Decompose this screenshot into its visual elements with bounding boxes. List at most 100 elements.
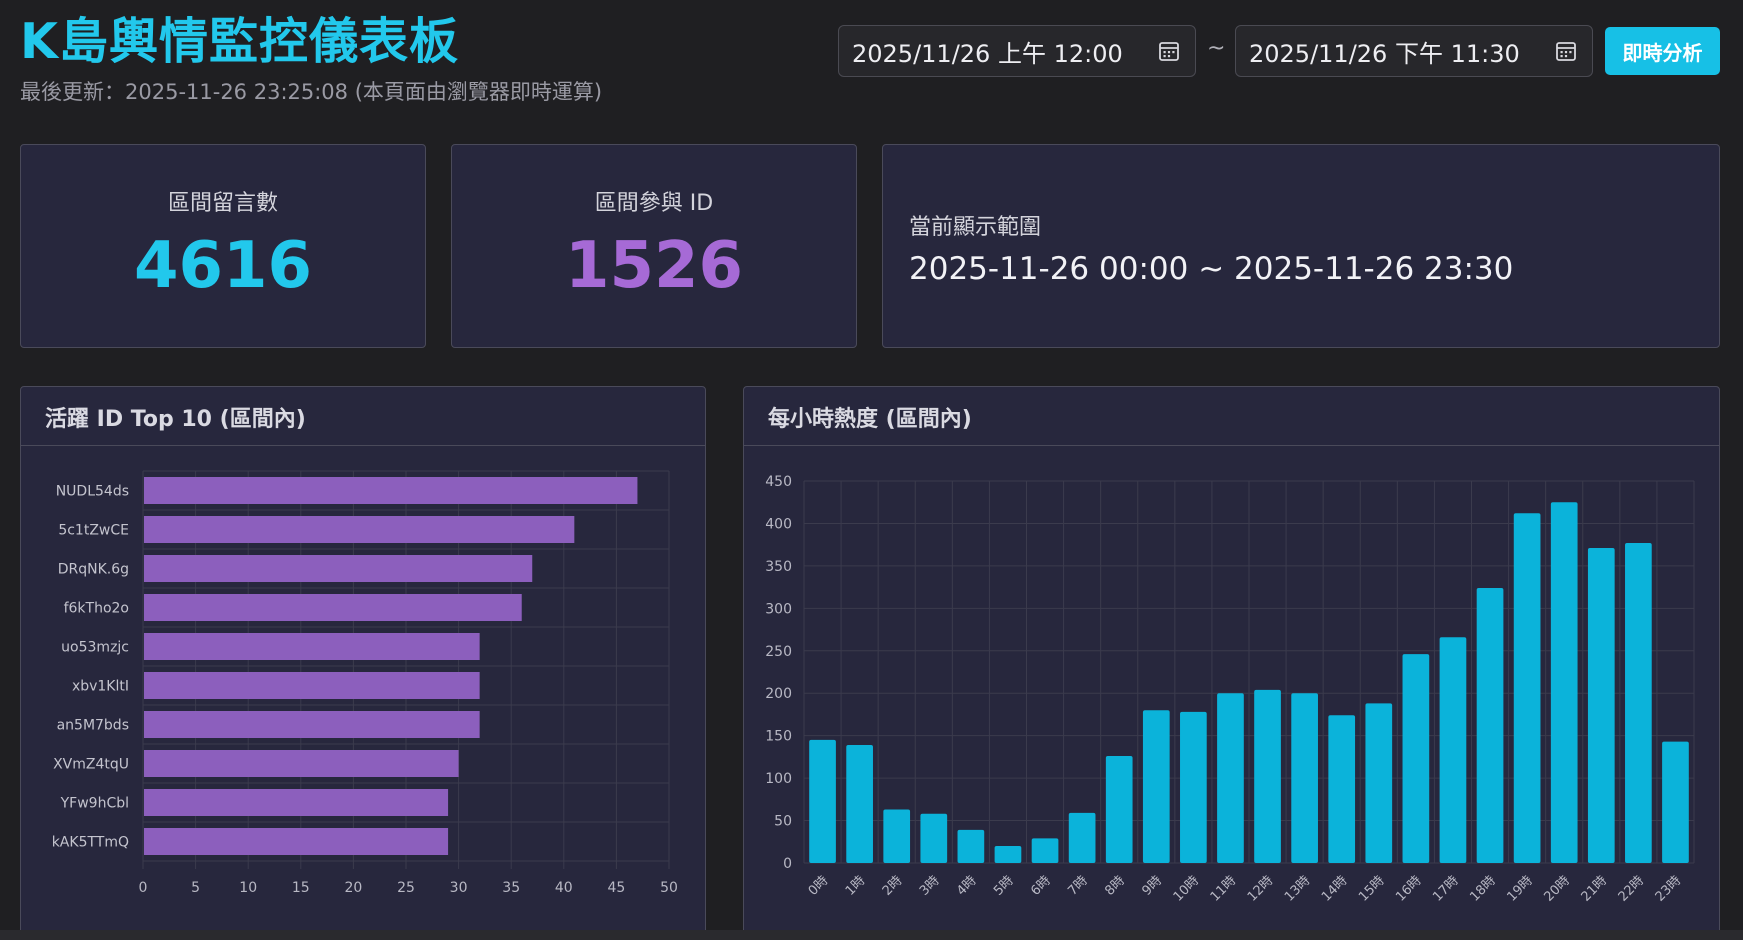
bar-hour-18[interactable] bbox=[1476, 587, 1504, 863]
x-tick-label: 14時 bbox=[1319, 873, 1350, 904]
analyze-button[interactable]: 即時分析 bbox=[1605, 27, 1720, 75]
y-tick-label: 350 bbox=[765, 559, 792, 575]
start-datetime-value: 2025/11/26 上午 12:00 bbox=[852, 39, 1123, 68]
page-title: K島輿情監控儀表板 bbox=[20, 13, 459, 70]
x-tick-label: 5時 bbox=[991, 873, 1017, 899]
bar-hour-13[interactable] bbox=[1291, 693, 1318, 863]
end-datetime-input[interactable]: 2025/11/26 下午 11:30 bbox=[1235, 25, 1593, 77]
y-tick-label: xbv1KltI bbox=[72, 679, 129, 695]
x-tick-label: 17時 bbox=[1430, 873, 1461, 904]
x-tick-label: 18時 bbox=[1467, 873, 1498, 904]
bar-hour-2[interactable] bbox=[883, 809, 911, 863]
display-range-value: 2025-11-26 00:00 ~ 2025-11-26 23:30 bbox=[909, 251, 1514, 287]
x-tick-label: 13時 bbox=[1282, 873, 1313, 904]
x-tick-label: 21時 bbox=[1579, 873, 1610, 904]
start-datetime-input[interactable]: 2025/11/26 上午 12:00 bbox=[838, 25, 1196, 77]
bottom-scrollbar[interactable] bbox=[0, 930, 1743, 940]
x-tick-label: 3時 bbox=[917, 873, 943, 899]
bar-hour-16[interactable] bbox=[1402, 654, 1430, 863]
x-tick-label: 1時 bbox=[843, 873, 869, 899]
y-tick-label: YFw9hCbl bbox=[60, 796, 129, 812]
y-tick-label: 50 bbox=[774, 814, 792, 830]
bar-YFw9hCbl[interactable] bbox=[144, 789, 449, 816]
y-tick-label: 250 bbox=[765, 644, 792, 660]
bar-uo53mzjc[interactable] bbox=[144, 633, 480, 660]
calendar-icon[interactable] bbox=[1157, 39, 1181, 63]
display-range-card: 當前顯示範圍 2025-11-26 00:00 ~ 2025-11-26 23:… bbox=[882, 144, 1720, 348]
x-tick-label: 10時 bbox=[1171, 873, 1202, 904]
bar-hour-0[interactable] bbox=[809, 739, 836, 863]
x-tick-label: 0時 bbox=[806, 873, 832, 899]
comments-count-value: 4616 bbox=[133, 229, 313, 303]
x-tick-label: 30 bbox=[450, 880, 468, 896]
x-tick-label: 5 bbox=[191, 880, 200, 896]
x-tick-label: 23時 bbox=[1653, 873, 1684, 904]
hourly-heat-chart: 0 50 100 150 200 250 300 350 400 450 0時 1時 2時 3時 4時 5時 6… bbox=[765, 474, 1695, 905]
bar-hour-11[interactable] bbox=[1217, 693, 1244, 863]
y-tick-label: 100 bbox=[765, 771, 792, 787]
x-tick-label: 15時 bbox=[1356, 873, 1387, 904]
x-tick-label: 2時 bbox=[880, 873, 906, 899]
bar-hour-5[interactable] bbox=[994, 846, 1022, 863]
x-tick-label: 20 bbox=[344, 880, 362, 896]
y-tick-label: kAK5TTmQ bbox=[52, 835, 129, 851]
bar-hour-6[interactable] bbox=[1031, 838, 1059, 863]
participant-ids-label: 區間參與 ID bbox=[594, 191, 714, 216]
comments-count-label: 區間留言數 bbox=[167, 191, 278, 216]
bar-kAK5TTmQ[interactable] bbox=[144, 828, 449, 855]
bar-hour-7[interactable] bbox=[1068, 812, 1096, 863]
y-tick-label: f6kTho2o bbox=[64, 601, 129, 617]
x-tick-label: 9時 bbox=[1139, 873, 1165, 899]
x-tick-label: 6時 bbox=[1028, 873, 1054, 899]
participant-ids-card: 區間參與 ID 1526 bbox=[451, 144, 857, 348]
bar-hour-8[interactable] bbox=[1105, 756, 1133, 863]
x-tick-label: 4時 bbox=[954, 873, 980, 899]
bar-an5M7bds[interactable] bbox=[144, 711, 480, 738]
bar-hour-9[interactable] bbox=[1142, 710, 1170, 863]
bar-hour-21[interactable] bbox=[1587, 548, 1615, 863]
hourly-heat-panel: 每小時熱度 (區間內) 0 50 100 150 200 250 300 350 400 450 0… bbox=[743, 386, 1720, 940]
range-separator: ~ bbox=[1207, 36, 1226, 61]
bar-xbv1KltI[interactable] bbox=[144, 672, 480, 699]
bar-DRqNK.6g[interactable] bbox=[144, 555, 533, 582]
x-tick-label: 11時 bbox=[1208, 873, 1239, 904]
y-tick-label: XVmZ4tqU bbox=[53, 757, 129, 773]
calendar-icon[interactable] bbox=[1554, 39, 1578, 63]
top-ids-title: 活躍 ID Top 10 (區間內) bbox=[21, 387, 705, 446]
display-range-label: 當前顯示範圍 bbox=[909, 215, 1042, 240]
x-tick-label: 12時 bbox=[1245, 873, 1276, 904]
bar-hour-12[interactable] bbox=[1254, 689, 1281, 863]
x-tick-label: 50 bbox=[660, 880, 678, 896]
bar-XVmZ4tqU[interactable] bbox=[144, 750, 459, 777]
bar-hour-14[interactable] bbox=[1328, 715, 1356, 863]
bar-hour-17[interactable] bbox=[1439, 637, 1467, 863]
bar-hour-23[interactable] bbox=[1662, 741, 1689, 863]
x-tick-label: 20時 bbox=[1542, 873, 1573, 904]
bar-5c1tZwCE[interactable] bbox=[144, 516, 575, 543]
bar-hour-4[interactable] bbox=[957, 829, 985, 863]
y-tick-label: 150 bbox=[765, 729, 792, 745]
x-tick-label: 19時 bbox=[1504, 873, 1535, 904]
bar-hour-22[interactable] bbox=[1625, 542, 1652, 863]
x-tick-label: 35 bbox=[502, 880, 520, 896]
x-tick-label: 7時 bbox=[1065, 873, 1091, 899]
y-tick-label: NUDL54ds bbox=[56, 484, 129, 500]
bar-f6kTho2o[interactable] bbox=[144, 594, 522, 621]
bar-hour-20[interactable] bbox=[1550, 502, 1578, 863]
y-tick-label: DRqNK.6g bbox=[58, 562, 129, 578]
top-ids-chart: 0 5 10 15 20 25 30 35 40 45 50 NUDL54ds 5c1tZwCE DRqN… bbox=[52, 470, 678, 896]
bar-hour-3[interactable] bbox=[920, 813, 948, 863]
bar-hour-19[interactable] bbox=[1513, 513, 1541, 863]
y-tick-label: 450 bbox=[765, 474, 792, 490]
x-tick-label: 10 bbox=[239, 880, 257, 896]
bar-NUDL54ds[interactable] bbox=[144, 477, 638, 504]
end-datetime-value: 2025/11/26 下午 11:30 bbox=[1249, 39, 1520, 68]
hourly-heat-title: 每小時熱度 (區間內) bbox=[744, 387, 1719, 446]
x-tick-label: 22時 bbox=[1616, 873, 1647, 904]
bar-hour-15[interactable] bbox=[1365, 703, 1393, 863]
x-tick-label: 0 bbox=[139, 880, 148, 896]
bar-hour-10[interactable] bbox=[1180, 711, 1207, 863]
y-tick-label: 0 bbox=[783, 856, 792, 872]
bar-hour-1[interactable] bbox=[846, 745, 873, 863]
